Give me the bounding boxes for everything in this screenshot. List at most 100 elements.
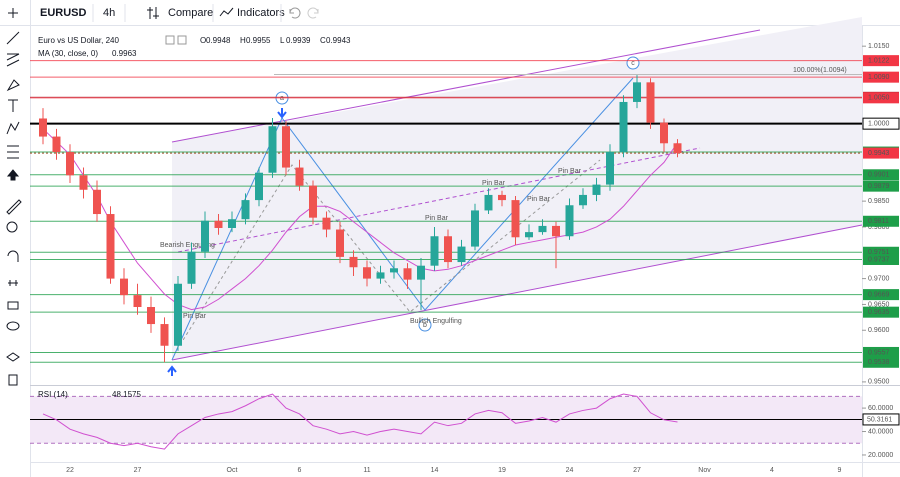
candle-body [174, 283, 182, 346]
pattern-label: Pin Bar [558, 168, 582, 175]
candle-body [471, 210, 479, 247]
price-tag-label: 0.9811 [868, 218, 889, 225]
price-tag [863, 147, 899, 159]
ohlc-value: 0.9948 [206, 36, 231, 45]
candle-body [187, 251, 196, 284]
price-tag-label: 1.0000 [868, 120, 890, 127]
undo-button[interactable] [289, 7, 301, 19]
down-arrow [277, 108, 287, 119]
candle-body [633, 82, 641, 102]
x-tick-label: 9 [838, 467, 842, 474]
x-tick-label: 27 [134, 467, 142, 474]
trendline-tool[interactable] [6, 31, 20, 45]
interval-button[interactable]: 4h [103, 7, 115, 19]
icon-tool[interactable] [6, 169, 20, 181]
candle-body [565, 205, 574, 237]
text-tool[interactable] [8, 99, 18, 112]
ma-title: MA (30, close, 0) [38, 49, 98, 58]
y-tick-label: 1.0150 [868, 43, 890, 50]
prediction-tool[interactable] [7, 145, 19, 159]
price-tag [863, 55, 899, 67]
wave-marker [418, 318, 432, 332]
pattern-label: Pin Bar [527, 196, 551, 203]
candle-body [309, 185, 317, 218]
candle-body [363, 267, 371, 279]
x-tick-label: 27 [633, 467, 641, 474]
price-tag-label: 0.9635 [868, 309, 890, 316]
candle-body [619, 101, 628, 153]
ohlc-key: O [200, 36, 206, 45]
wave-marker [626, 56, 640, 70]
legend-button[interactable] [165, 35, 175, 45]
price-tag [863, 71, 899, 83]
measure-tool[interactable] [6, 199, 22, 215]
rsi-line [42, 393, 678, 450]
ohlc-value: 0.9955 [246, 36, 271, 45]
y-tick-label: 0.9650 [868, 301, 890, 308]
price-tag [863, 356, 899, 368]
ohlc-value: 0.9939 [286, 36, 311, 45]
candle-body [120, 278, 128, 296]
rsi-title: RSI (14) [38, 390, 68, 399]
candle-body [79, 175, 88, 190]
compare-button[interactable]: Compare [168, 7, 213, 19]
x-tick-label: 14 [431, 467, 439, 474]
candle-body [646, 82, 655, 123]
channel-fill [172, 17, 862, 360]
price-tag-label: 1.0122 [868, 57, 890, 64]
trash-tool[interactable] [8, 374, 18, 386]
rsi-tag-label: 50.3161 [867, 416, 892, 423]
x-tick-label: Nov [698, 467, 711, 474]
visibility-tool[interactable] [6, 321, 20, 331]
candle-body [241, 200, 250, 220]
y-tick-label: 40.0000 [868, 428, 893, 435]
candle-body [592, 184, 601, 195]
candle-body [93, 189, 101, 215]
candle-body [201, 220, 209, 252]
y-tick-label: 20.0000 [868, 452, 893, 459]
price-tag-label: 0.9538 [868, 359, 890, 366]
candle-body [511, 200, 520, 238]
x-tick-label: 11 [363, 467, 370, 474]
layers-tool[interactable] [6, 352, 20, 362]
annotations: a b c Bearish Engulfing Pin Bar Pin Bar … [160, 56, 847, 376]
candle-body [673, 143, 682, 154]
y-tick-label: 0.9500 [868, 379, 890, 386]
fib-tool[interactable] [6, 53, 20, 67]
candle-body [349, 256, 358, 268]
candle-body [106, 214, 115, 279]
crosshair-tool[interactable] [8, 8, 18, 18]
price-tag [863, 346, 899, 358]
wave-label: c [631, 60, 635, 67]
fib-label: 100.00%(1.0094) [793, 67, 847, 74]
up-arrow [167, 365, 177, 376]
candle-body [336, 229, 344, 257]
symbol-button[interactable]: EURUSD [40, 7, 87, 19]
price-tag [863, 215, 899, 227]
indicators-button[interactable]: Indicators [237, 7, 285, 19]
pattern-tool[interactable] [6, 121, 20, 135]
redo-button[interactable] [307, 7, 319, 19]
left-toolbar [6, 8, 22, 386]
x-tick-label: 19 [498, 467, 506, 474]
zoom-tool[interactable] [6, 221, 18, 233]
lock-tool[interactable] [7, 301, 19, 310]
draw-mode-tool[interactable] [8, 280, 18, 286]
candle-body [444, 236, 452, 263]
candle-body [498, 194, 506, 201]
y-tick-label: 0.9850 [868, 198, 890, 205]
price-tag-label: 0.9751 [868, 249, 890, 256]
ohlc-value: 0.9943 [326, 36, 351, 45]
x-tick-label: 22 [66, 467, 74, 474]
projection [179, 159, 601, 346]
brush-tool[interactable] [6, 79, 20, 92]
abc-pattern [171, 77, 634, 361]
candle-body [133, 295, 142, 308]
legend-button[interactable] [177, 35, 187, 45]
magnet-tool[interactable] [7, 250, 19, 262]
candle-body [376, 272, 385, 279]
pattern-label: Bearish Engulfing [160, 242, 215, 249]
series-title: Euro vs US Dollar, 240 [38, 36, 119, 45]
ohlc-key: H [240, 36, 246, 45]
